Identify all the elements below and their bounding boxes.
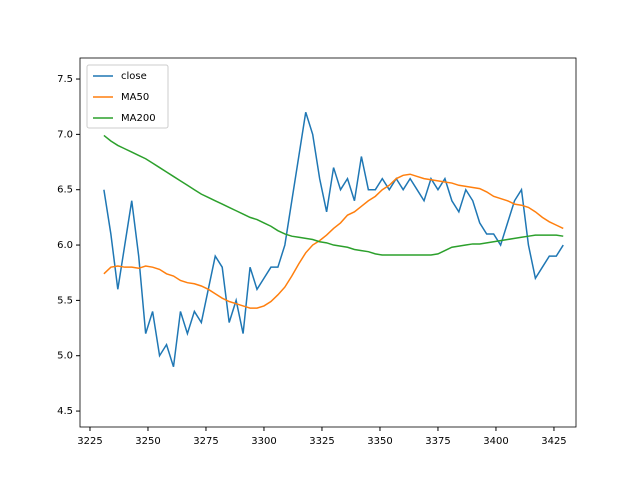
x-tick-label: 3425 xyxy=(541,436,566,447)
y-tick-label: 5.0 xyxy=(57,351,73,362)
y-tick-label: 4.5 xyxy=(57,406,73,417)
y-tick-label: 7.5 xyxy=(57,74,73,85)
y-tick-label: 7.0 xyxy=(57,129,73,140)
x-tick-label: 3250 xyxy=(135,436,160,447)
x-tick-label: 3225 xyxy=(77,436,102,447)
x-tick-label: 3325 xyxy=(309,436,334,447)
x-tick-label: 3275 xyxy=(193,436,218,447)
x-tick-label: 3350 xyxy=(367,436,392,447)
series-line xyxy=(103,173,564,309)
series-line xyxy=(103,112,564,368)
y-tick-label: 5.5 xyxy=(57,295,73,306)
x-tick-label: 3375 xyxy=(425,436,450,447)
legend-box xyxy=(86,64,169,129)
x-tick-label: 3300 xyxy=(251,436,276,447)
legend-label: close xyxy=(121,71,147,82)
y-tick-label: 6.5 xyxy=(57,185,73,196)
y-tick-label: 6.0 xyxy=(57,240,73,251)
legend-label: MA50 xyxy=(121,92,149,103)
plot-frame xyxy=(79,57,577,428)
series-line xyxy=(103,134,564,256)
x-tick-label: 3400 xyxy=(483,436,508,447)
legend-label: MA200 xyxy=(121,113,156,124)
